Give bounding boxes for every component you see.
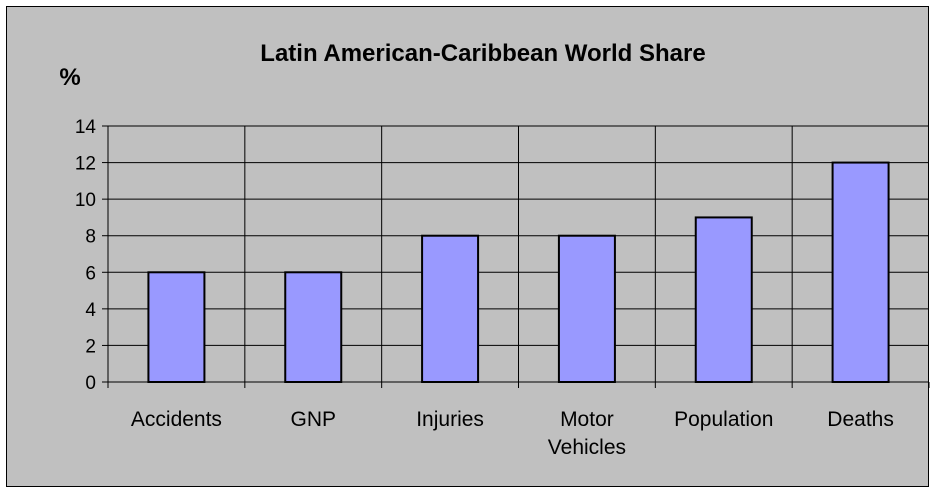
y-tick-label: 0 — [85, 373, 96, 394]
y-axis-label: % — [59, 64, 80, 91]
axes — [102, 125, 930, 388]
x-category-label: Deaths — [827, 408, 894, 431]
bar — [831, 161, 890, 383]
y-tick-label: 10 — [75, 190, 96, 211]
bar — [147, 271, 206, 383]
gridlines — [108, 125, 929, 382]
tick-labels: 0 2 4 6 8 10 12 14 Accidents GNP Injuries Motor Vehi… — [75, 117, 894, 459]
y-tick-label: 6 — [85, 263, 96, 284]
bars — [147, 161, 890, 383]
y-tick-label: 8 — [85, 227, 96, 248]
y-tick-label: 14 — [75, 117, 97, 138]
chart-title: Latin American-Caribbean World Share — [260, 40, 705, 67]
x-category-label: Vehicles — [548, 436, 626, 459]
bar — [284, 271, 343, 383]
y-tick-label: 2 — [85, 336, 96, 357]
bar — [694, 216, 753, 383]
x-category-label: Motor — [560, 408, 614, 431]
y-tick-label: 12 — [75, 154, 96, 175]
x-category-label: GNP — [290, 408, 336, 431]
bar-chart: Latin American-Caribbean World Share % 0… — [59, 40, 930, 459]
x-category-label: Population — [674, 408, 773, 431]
bar — [557, 234, 616, 383]
x-category-label: Accidents — [131, 408, 222, 431]
chart-area: Latin American-Caribbean World Share % 0… — [6, 6, 930, 487]
y-tick-label: 4 — [85, 300, 96, 321]
bar — [421, 234, 480, 383]
x-category-label: Injuries — [416, 408, 484, 431]
